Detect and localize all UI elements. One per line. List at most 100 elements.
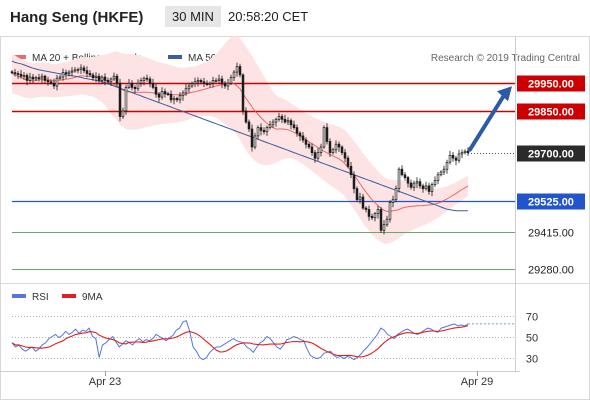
- candle-body: [136, 82, 140, 90]
- candle: [334, 140, 338, 154]
- candle-body: [73, 69, 77, 72]
- candle: [310, 143, 314, 156]
- candle-body: [133, 86, 137, 90]
- candle: [34, 75, 38, 81]
- candle: [139, 77, 143, 87]
- candle: [373, 212, 377, 222]
- candle-body: [97, 75, 101, 81]
- candle-body: [100, 76, 104, 81]
- candle-body: [13, 72, 17, 74]
- timeframe-selector[interactable]: 30 MIN: [165, 6, 221, 27]
- candle-body: [181, 92, 185, 97]
- candle: [235, 62, 239, 77]
- candle: [145, 74, 149, 82]
- candle-body: [409, 182, 413, 188]
- candle-body: [229, 77, 233, 84]
- candle: [97, 73, 101, 83]
- candle: [322, 125, 326, 149]
- candle-body: [139, 80, 143, 84]
- price-level-label: 29415.00: [528, 228, 574, 240]
- candle: [112, 72, 116, 81]
- candle: [391, 195, 395, 208]
- candle: [466, 147, 470, 156]
- candle-body: [265, 127, 269, 133]
- candle-body: [331, 149, 335, 153]
- candle: [406, 175, 410, 188]
- candle: [370, 213, 374, 220]
- candle: [40, 73, 44, 83]
- candle: [304, 137, 308, 149]
- candle-body: [247, 121, 251, 130]
- candle-body: [19, 73, 23, 77]
- candle: [214, 77, 218, 83]
- candle-body: [67, 71, 71, 75]
- candle-body: [70, 70, 74, 73]
- candle-body: [205, 82, 209, 85]
- candle-body: [298, 132, 302, 137]
- candle: [271, 119, 275, 129]
- candle-body: [151, 82, 155, 88]
- candle-body: [235, 66, 239, 73]
- candle-body: [406, 177, 410, 184]
- candle-body: [199, 80, 203, 83]
- candle-body: [79, 67, 83, 70]
- x-tick-label-apr23: Apr 23: [89, 376, 121, 388]
- candle: [67, 70, 71, 77]
- candle-body: [16, 73, 20, 75]
- candle: [457, 149, 461, 164]
- candle: [340, 145, 344, 156]
- chart-header: Hang Seng (HKFE) 30 MIN 20:58:20 CET: [0, 0, 590, 36]
- candle-body: [130, 82, 134, 88]
- current-time: 20:58:20 CET: [228, 9, 309, 24]
- candle-body: [385, 218, 389, 226]
- candle: [175, 96, 179, 103]
- candle: [157, 92, 161, 102]
- candle: [286, 117, 290, 126]
- candle: [49, 79, 53, 85]
- candle: [232, 70, 236, 81]
- candle: [79, 64, 83, 74]
- candle: [433, 176, 437, 187]
- candle-body: [379, 209, 383, 231]
- candle-body: [403, 174, 407, 178]
- instrument-title: Hang Seng (HKFE): [10, 9, 144, 26]
- candle-body: [424, 185, 428, 190]
- candle: [358, 192, 362, 204]
- candle: [82, 65, 86, 74]
- candle: [22, 72, 26, 80]
- candle-body: [391, 199, 395, 203]
- candle: [277, 112, 281, 122]
- candle-body: [157, 93, 161, 98]
- candle: [118, 78, 122, 122]
- candle: [349, 162, 353, 179]
- candle-body: [220, 78, 224, 84]
- candle: [187, 82, 191, 93]
- candle: [142, 76, 146, 86]
- candle-body: [421, 185, 425, 190]
- candle-body: [286, 120, 290, 123]
- candle-body: [208, 82, 212, 85]
- candle: [379, 207, 383, 233]
- candle-body: [214, 80, 218, 82]
- price-level-label: 29280.00: [528, 265, 574, 277]
- candle: [226, 79, 230, 91]
- candle-body: [301, 135, 305, 141]
- candle-body: [172, 98, 176, 101]
- candle: [136, 79, 140, 91]
- candle: [250, 124, 254, 152]
- candle-body: [262, 130, 266, 133]
- candle: [313, 150, 317, 163]
- candle-body: [325, 127, 329, 142]
- candle-body: [169, 93, 173, 101]
- rsi-ma-line: [11, 325, 469, 358]
- candle-body: [382, 224, 386, 231]
- candle-body: [118, 82, 122, 117]
- candle-body: [253, 135, 257, 148]
- candle-body: [52, 82, 56, 87]
- candle-body: [37, 77, 41, 79]
- candle-body: [466, 150, 470, 153]
- candle-body: [313, 152, 317, 159]
- candle-body: [184, 88, 188, 94]
- ma50-legend-swatch: [168, 55, 182, 59]
- candle-body: [64, 72, 68, 75]
